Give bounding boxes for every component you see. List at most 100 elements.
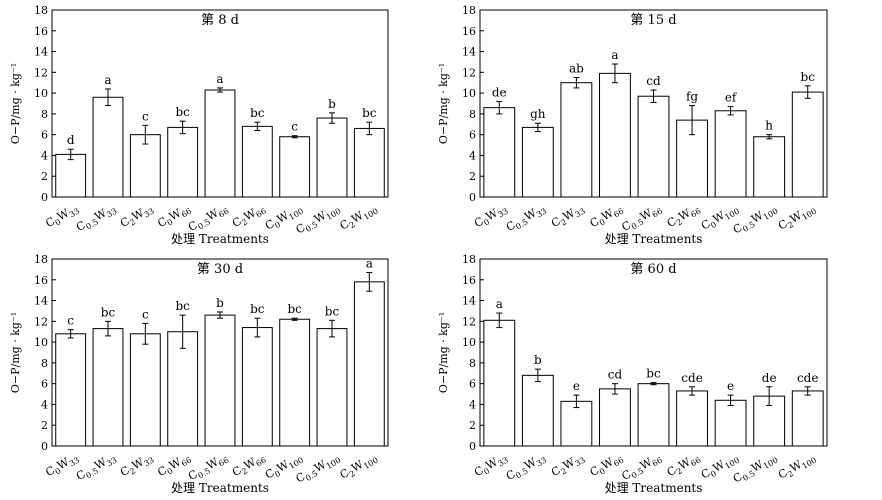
x-tick-label: C0W66 bbox=[588, 201, 626, 231]
y-tick-label: 2 bbox=[41, 170, 48, 183]
significance-letter: cd bbox=[646, 74, 661, 88]
y-tick-label: 0 bbox=[41, 440, 48, 453]
chart-title: 第 60 d bbox=[630, 262, 676, 277]
y-tick-label: 12 bbox=[462, 66, 476, 79]
bar bbox=[353, 281, 385, 447]
significance-letter: cd bbox=[608, 368, 623, 382]
y-tick-label: 4 bbox=[41, 398, 48, 411]
x-tick-label: C0W33 bbox=[43, 450, 81, 480]
y-tick-label: 18 bbox=[462, 253, 476, 266]
y-tick-label: 0 bbox=[41, 191, 48, 204]
y-axis-label: O−P/mg · kg⁻¹ bbox=[437, 312, 450, 393]
y-tick-label: 6 bbox=[469, 129, 476, 142]
y-tick-label: 18 bbox=[34, 4, 48, 17]
y-tick-label: 14 bbox=[34, 46, 48, 59]
y-tick-label: 18 bbox=[462, 4, 476, 17]
chart-title: 第 8 d bbox=[201, 13, 239, 28]
bar bbox=[483, 107, 516, 198]
y-tick-label: 14 bbox=[34, 295, 48, 308]
bar bbox=[676, 390, 708, 447]
significance-letter: bc bbox=[101, 305, 116, 319]
x-tick-label: C0.5W100 bbox=[731, 201, 780, 238]
y-tick-label: 10 bbox=[34, 336, 48, 349]
x-tick-label: C0W66 bbox=[588, 450, 626, 480]
y-tick-label: 10 bbox=[462, 336, 476, 349]
y-tick-label: 4 bbox=[469, 149, 476, 162]
bar bbox=[353, 127, 385, 198]
significance-letter: fg bbox=[686, 90, 698, 104]
bar bbox=[55, 153, 87, 198]
y-tick-label: 16 bbox=[462, 274, 476, 287]
bar bbox=[560, 82, 593, 198]
bar bbox=[714, 110, 747, 198]
bar bbox=[129, 134, 161, 198]
x-tick-label: C2W66 bbox=[230, 450, 268, 480]
x-axis-label: 处理 Treatments bbox=[171, 232, 269, 246]
y-tick-label: 8 bbox=[41, 108, 48, 121]
significance-letter: c bbox=[142, 307, 149, 321]
x-tick-label: C0.5W100 bbox=[731, 450, 780, 487]
x-tick-label: C0.5W33 bbox=[504, 201, 548, 235]
significance-letter: c bbox=[142, 109, 149, 123]
y-axis-label: O−P/mg · kg⁻¹ bbox=[9, 312, 22, 393]
x-tick-label: C2W66 bbox=[665, 201, 703, 231]
x-axis-label: 处理 Treatments bbox=[605, 232, 703, 246]
bar bbox=[241, 327, 273, 447]
x-tick-label: C2W100 bbox=[338, 450, 380, 483]
significance-letter: bc bbox=[801, 70, 816, 84]
x-tick-label: C0W33 bbox=[43, 201, 81, 231]
significance-letter: a bbox=[366, 257, 373, 271]
x-tick-label: C0.5W33 bbox=[74, 450, 118, 484]
significance-letter: cde bbox=[681, 371, 703, 385]
significance-letter: a bbox=[216, 72, 223, 86]
bar bbox=[279, 136, 311, 198]
significance-letter: h bbox=[765, 119, 773, 133]
bar bbox=[753, 395, 786, 447]
y-tick-label: 16 bbox=[462, 25, 476, 38]
bar bbox=[599, 388, 631, 447]
y-tick-label: 14 bbox=[462, 46, 476, 59]
bar bbox=[316, 328, 348, 447]
bar bbox=[167, 126, 199, 198]
chart-panel: 0 2 4 6 8 10 12 14 16 18 第 60 d O−P/mg · kg⁻¹ 处理 Tre… bbox=[437, 253, 828, 495]
bar bbox=[714, 399, 747, 447]
significance-letter: bc bbox=[325, 304, 340, 318]
bar bbox=[92, 96, 124, 198]
bar bbox=[599, 72, 631, 198]
x-tick-label: C2W33 bbox=[549, 201, 587, 231]
y-tick-label: 18 bbox=[34, 253, 48, 266]
significance-letter: b bbox=[216, 296, 224, 310]
chart-panel: 0 2 4 6 8 10 12 14 16 18 第 8 d O−P/mg · kg⁻¹ 处理 Trea… bbox=[9, 4, 389, 246]
bar bbox=[791, 390, 824, 447]
x-tick-label: C0W66 bbox=[155, 201, 193, 231]
x-tick-label: C0W33 bbox=[472, 201, 510, 231]
significance-letter: de bbox=[492, 85, 507, 99]
bar bbox=[316, 117, 348, 198]
significance-letter: bc bbox=[250, 106, 265, 120]
x-tick-label: C0.5W66 bbox=[620, 201, 664, 235]
bar bbox=[637, 383, 670, 447]
y-tick-label: 6 bbox=[41, 378, 48, 391]
significance-letter: bc bbox=[175, 105, 190, 119]
significance-letter: ef bbox=[725, 91, 738, 105]
bar bbox=[167, 331, 199, 447]
significance-letter: d bbox=[67, 133, 75, 147]
significance-letter: e bbox=[573, 379, 580, 393]
bar bbox=[55, 333, 87, 447]
y-tick-label: 4 bbox=[469, 398, 476, 411]
significance-letter: b bbox=[328, 97, 336, 111]
y-tick-label: 4 bbox=[41, 149, 48, 162]
bar bbox=[204, 89, 236, 198]
chart-title: 第 30 d bbox=[197, 262, 243, 277]
y-tick-label: 14 bbox=[462, 295, 476, 308]
significance-letter: cde bbox=[797, 371, 819, 385]
x-tick-label: C0.5W66 bbox=[186, 450, 230, 484]
x-tick-label: C2W100 bbox=[338, 201, 380, 234]
y-tick-label: 16 bbox=[34, 274, 48, 287]
bar bbox=[204, 314, 236, 447]
y-tick-label: 10 bbox=[462, 87, 476, 100]
y-tick-label: 8 bbox=[469, 357, 476, 370]
y-tick-label: 2 bbox=[41, 419, 48, 432]
significance-letter: bc bbox=[175, 299, 190, 313]
